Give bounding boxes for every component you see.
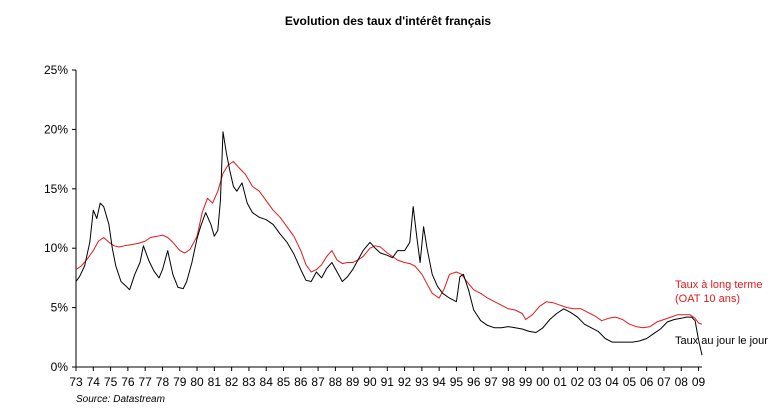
axes: 0% 5% 10% 15% 20% 25% 73 74 75 76 77 78 79 80 81 82 83 84…: [44, 63, 706, 389]
x-tick-label: 95: [450, 375, 464, 389]
x-tick-label: 08: [675, 375, 689, 389]
legend-label-long-term-line2: (OAT 10 ans): [675, 293, 741, 305]
x-tick-label: 92: [398, 375, 412, 389]
x-tick-label: 90: [363, 375, 377, 389]
x-tick-label: 89: [346, 375, 360, 389]
x-tick-label: 76: [121, 375, 135, 389]
x-tick-label: 87: [311, 375, 325, 389]
x-tick-label: 01: [554, 375, 568, 389]
x-tick-label: 99: [519, 375, 533, 389]
x-tick-label: 86: [294, 375, 308, 389]
y-tick-label: 0%: [51, 360, 69, 374]
x-tick-label: 04: [605, 375, 619, 389]
legend-label-overnight: Taux au jour le jour: [675, 335, 768, 347]
x-tick-label: 82: [225, 375, 239, 389]
x-tick-label: 73: [69, 375, 83, 389]
x-tick-label: 00: [536, 375, 550, 389]
series-layer: [75, 131, 703, 356]
x-tick-label: 98: [502, 375, 516, 389]
x-tick-label: 05: [623, 375, 637, 389]
x-tick-label: 75: [104, 375, 118, 389]
series-line-overnight: [75, 131, 703, 356]
legend-label-long-term: Taux à long terme (OAT 10 ans): [675, 278, 762, 306]
legend-label-long-term-line1: Taux à long terme: [675, 279, 763, 291]
y-tick-label: 5%: [51, 301, 69, 315]
x-tick-label: 96: [467, 375, 481, 389]
x-tick-label: 88: [329, 375, 343, 389]
x-tick-label: 81: [208, 375, 222, 389]
x-tick-label: 78: [156, 375, 170, 389]
x-tick-label: 09: [692, 375, 706, 389]
y-tick-label: 10%: [44, 241, 68, 255]
x-tick-label: 85: [277, 375, 291, 389]
x-tick-label: 79: [173, 375, 187, 389]
x-tick-label: 97: [484, 375, 498, 389]
x-tick-label: 07: [657, 375, 671, 389]
x-tick-label: 84: [260, 375, 274, 389]
y-tick-label: 15%: [44, 182, 68, 196]
y-tick-label: 25%: [44, 63, 68, 77]
x-tick-label: 77: [138, 375, 152, 389]
x-tick-label: 03: [588, 375, 602, 389]
x-tick-label: 80: [190, 375, 204, 389]
x-tick-label: 02: [571, 375, 585, 389]
chart-title: Evolution des taux d'intérêt français: [284, 14, 492, 28]
x-tick-label: 74: [87, 375, 101, 389]
y-tick-label: 20%: [44, 122, 68, 136]
x-tick-label: 06: [640, 375, 654, 389]
series-line-long-term: [75, 161, 703, 329]
x-tick-label: 94: [432, 375, 446, 389]
x-tick-label: 91: [381, 375, 395, 389]
x-tick-label: 83: [242, 375, 256, 389]
x-tick-label: 93: [415, 375, 429, 389]
source-note: Source: Datastream: [76, 394, 165, 405]
